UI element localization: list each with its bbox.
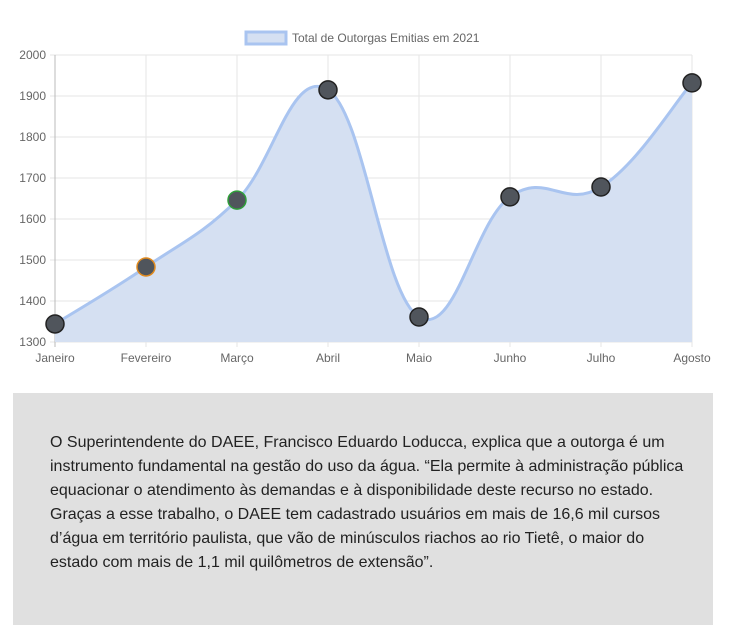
legend-label: Total de Outorgas Emitias em 2021 xyxy=(292,31,480,45)
y-tick-label: 1900 xyxy=(19,89,46,103)
legend-swatch xyxy=(244,30,288,46)
y-tick-label: 2000 xyxy=(19,48,46,62)
x-tick-label: Fevereiro xyxy=(121,351,172,365)
data-points xyxy=(45,73,702,334)
x-tick-label: Junho xyxy=(494,351,527,365)
x-tick-label: Abril xyxy=(316,351,340,365)
data-point xyxy=(500,187,520,207)
series-line xyxy=(54,81,694,326)
y-tick-label: 1600 xyxy=(19,212,46,226)
x-tick-label: Maio xyxy=(406,351,432,365)
x-tick-label: Julho xyxy=(587,351,616,365)
y-tick-label: 1700 xyxy=(19,171,46,185)
data-point xyxy=(682,73,702,93)
data-point xyxy=(409,307,429,327)
x-tick-label: Janeiro xyxy=(35,351,75,365)
data-point xyxy=(45,314,65,334)
y-tick-label: 1800 xyxy=(19,130,46,144)
y-tick-label: 1300 xyxy=(19,335,46,349)
series-area xyxy=(55,82,692,342)
data-point xyxy=(318,80,338,100)
article-paragraph: O Superintendente do DAEE, Francisco Edu… xyxy=(50,434,684,571)
y-tick-label: 1500 xyxy=(19,253,46,267)
y-tick-label: 1400 xyxy=(19,294,46,308)
article-box: O Superintendente do DAEE, Francisco Edu… xyxy=(13,393,713,625)
legend[interactable]: Total de Outorgas Emitias em 2021 xyxy=(244,30,480,46)
data-point xyxy=(227,190,247,210)
line-chart: 1300 1400 1500 1600 1700 1800 1900 2000 Janeiro… xyxy=(19,30,711,365)
data-point xyxy=(591,177,611,197)
x-tick-label: Março xyxy=(220,351,254,365)
x-axis-ticks: Janeiro Fevereiro Março Abril Maio Junho Julho… xyxy=(35,351,711,365)
x-tick-label: Agosto xyxy=(673,351,711,365)
data-point xyxy=(136,257,156,277)
y-axis-ticks: 1300 1400 1500 1600 1700 1800 1900 2000 xyxy=(19,48,46,349)
